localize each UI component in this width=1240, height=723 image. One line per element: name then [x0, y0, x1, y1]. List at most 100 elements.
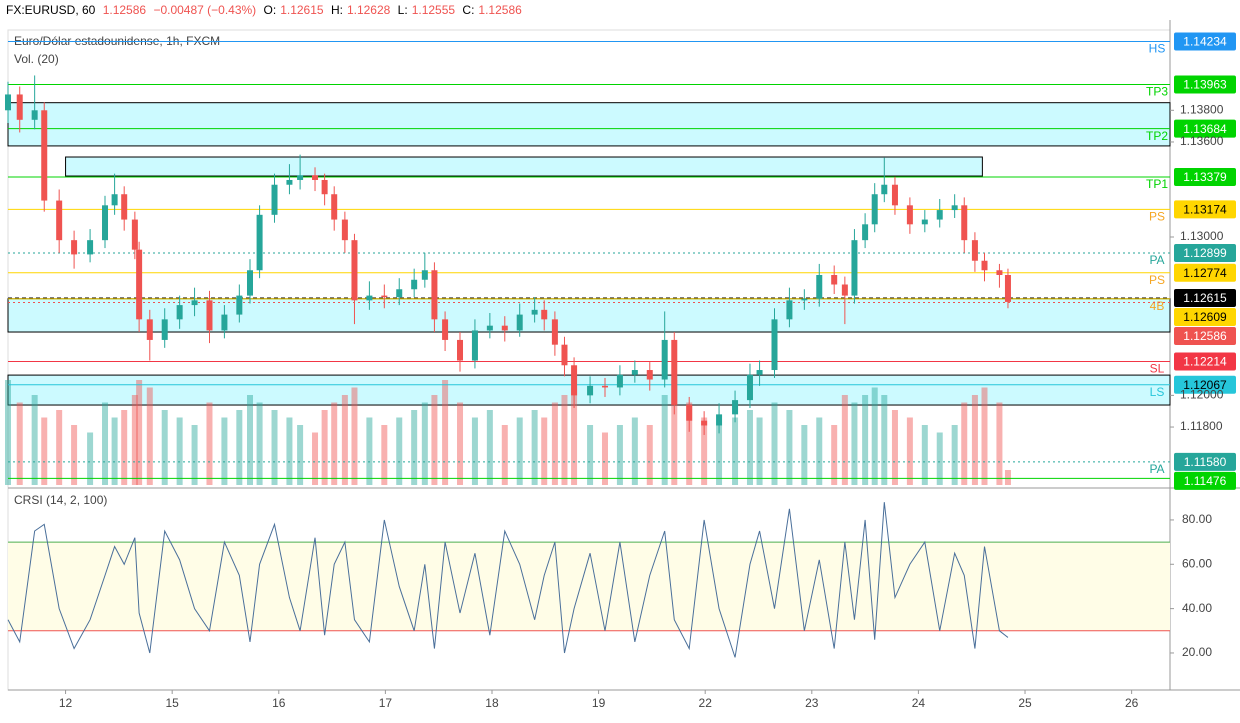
price-badge-label: 1.11476	[1184, 474, 1227, 488]
volume-bar	[486, 410, 493, 485]
candle-body	[87, 240, 94, 255]
volume-bar	[831, 425, 838, 485]
volume-bar	[716, 425, 723, 485]
volume-bar	[161, 410, 168, 485]
candle-body	[431, 270, 438, 320]
price-badge-label: 1.13379	[1183, 170, 1227, 184]
chart: Euro/Dólar estadounidense, 1h, FXCMVol. …	[5, 20, 1240, 710]
candle-body	[102, 205, 109, 241]
candle-body	[561, 344, 568, 366]
zone	[7, 298, 1171, 333]
price-badge-label: 1.12586	[1183, 329, 1227, 343]
candle-body	[951, 205, 958, 211]
volume-bar	[871, 387, 878, 485]
indicator-title: CRSI (14, 2, 100)	[14, 493, 107, 507]
volume-bar	[881, 395, 888, 485]
candle-body	[541, 309, 548, 320]
x-tick-label: 19	[592, 696, 606, 710]
volume-bar	[421, 402, 428, 485]
volume-bar	[331, 402, 338, 485]
candle-body	[111, 194, 118, 206]
volume-bar	[351, 387, 358, 485]
candle-body	[5, 94, 11, 111]
x-tick-label: 16	[272, 696, 286, 710]
candle-body	[716, 414, 723, 426]
level-label: TP2	[1146, 129, 1168, 143]
candle-body	[121, 194, 128, 220]
candle-body	[816, 275, 823, 299]
candle-body	[411, 279, 418, 290]
volume-bar	[671, 380, 678, 485]
level-label: HS	[1149, 42, 1166, 56]
close: 1.12586	[478, 3, 522, 17]
candle-body	[176, 305, 183, 320]
price-badge-label: 1.14234	[1183, 35, 1227, 49]
volume-bar	[286, 417, 293, 485]
candle-body	[236, 295, 243, 315]
x-tick-label: 23	[805, 696, 819, 710]
price-badge	[1174, 263, 1236, 282]
volume-bar	[971, 395, 978, 485]
indicator-line	[7, 502, 1009, 658]
volume-bar	[551, 402, 558, 485]
volume-bar	[862, 395, 869, 485]
zone	[7, 102, 1171, 147]
candle-body	[851, 240, 858, 296]
volume-bar	[206, 402, 213, 485]
candle-body	[686, 404, 693, 421]
y-tick-label: 1.13000	[1180, 229, 1224, 243]
candle-body	[587, 385, 594, 396]
volume-bar	[771, 402, 778, 485]
x-tick-label: 15	[165, 696, 179, 710]
volume-bar	[501, 425, 508, 485]
volume-bar	[701, 417, 708, 485]
candle-body	[256, 214, 263, 271]
candle-body	[421, 270, 428, 280]
volume-bar	[457, 402, 464, 485]
candle-body	[906, 205, 913, 225]
candle-body	[996, 270, 1003, 275]
volume-bar	[71, 425, 78, 485]
candle-body	[341, 219, 348, 241]
volume-bar	[801, 425, 808, 485]
candle-body	[746, 374, 753, 401]
candle-body	[161, 319, 168, 340]
candle-body	[881, 184, 888, 195]
candle-body	[31, 110, 38, 120]
volume-bar	[442, 380, 449, 485]
y-tick-label: 60.00	[1182, 556, 1212, 570]
price-badge	[1174, 288, 1236, 307]
x-tick-label: 26	[1125, 696, 1139, 710]
candle-body	[531, 309, 538, 315]
level-label: 4B	[1150, 299, 1165, 313]
volume-bar	[221, 417, 228, 485]
candle-body	[71, 240, 78, 255]
candle-body	[756, 370, 763, 375]
change: −0.00487 (−0.43%)	[153, 3, 257, 17]
volume-bar	[921, 425, 928, 485]
volume-bar	[631, 417, 638, 485]
candle-body	[442, 319, 449, 340]
candle-body	[221, 314, 228, 331]
price-badge-label: 1.11580	[1184, 455, 1227, 469]
volume-bar	[816, 417, 823, 485]
candle-body	[701, 420, 708, 426]
candle-body	[136, 249, 143, 320]
volume-bar	[541, 417, 548, 485]
candle-body	[312, 175, 319, 180]
price-badge	[1174, 167, 1236, 186]
volume-bar	[1004, 470, 1011, 485]
volume-bar	[891, 410, 898, 485]
price-badge-label: 1.13963	[1183, 78, 1227, 92]
candle-body	[146, 319, 153, 340]
price-badge	[1174, 326, 1236, 345]
volume-bar	[961, 402, 968, 485]
candle-body	[732, 400, 739, 415]
candle-body	[351, 240, 358, 301]
price-badge	[1174, 75, 1236, 94]
price-badge-label: 1.13684	[1183, 122, 1227, 136]
y-tick-label: 40.00	[1182, 601, 1212, 615]
volume-bar	[732, 417, 739, 485]
price-badge	[1174, 243, 1236, 262]
